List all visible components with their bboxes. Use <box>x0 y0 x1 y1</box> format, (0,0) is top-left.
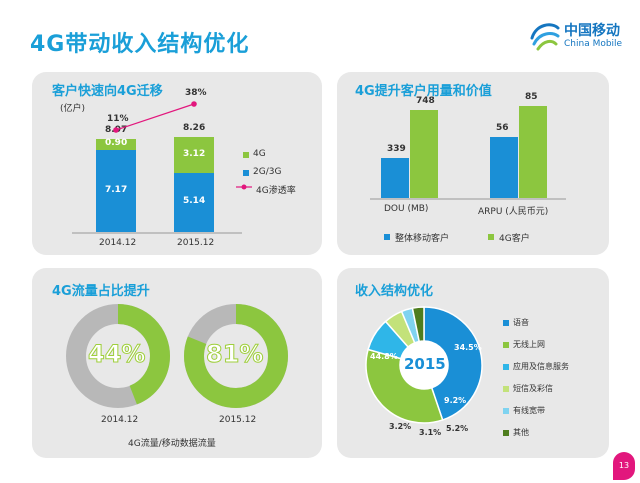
value-label-2g3g: 7.17 <box>105 184 128 195</box>
legend-label: 有线宽带 <box>513 406 545 415</box>
legend-label-all-users: 整体移动客户 <box>395 234 450 244</box>
donut-gauge <box>66 304 170 408</box>
revenue-donut <box>365 306 483 424</box>
slice-label: 3.2% <box>389 422 412 431</box>
gauge-fill <box>66 304 170 408</box>
legend-label: 应用及信息服务 <box>513 362 569 371</box>
value-label-4g-users: 748 <box>416 96 435 107</box>
gauge-year: 2015.12 <box>219 415 257 425</box>
total-label: 8.26 <box>183 123 206 133</box>
bar-all-users <box>490 137 518 198</box>
value-label-4g: 0.90 <box>105 138 128 149</box>
legend-label-4g: 4G <box>253 149 266 159</box>
legend-swatch-4g-users <box>488 234 494 240</box>
penetration-point <box>191 101 197 107</box>
legend-swatch <box>503 430 509 436</box>
category-label: ARPU (人民币元) <box>478 207 549 217</box>
gauge-fill <box>184 304 288 408</box>
china-mobile-logo-icon <box>530 23 560 51</box>
panel-revenue-structure-title: 收入结构优化 <box>355 284 434 299</box>
donut-gauge <box>184 304 288 408</box>
legend-label-4g-users: 4G客户 <box>499 234 530 244</box>
category-label: 2014.12 <box>99 238 137 248</box>
slice-label: 34.5% <box>454 343 482 352</box>
x-axis <box>370 198 566 200</box>
legend-label: 语音 <box>513 318 529 327</box>
value-label-2g3g: 5.14 <box>183 196 206 207</box>
bar-all-users <box>381 158 409 198</box>
legend-swatch <box>503 364 509 370</box>
legend-swatch <box>503 320 509 326</box>
value-label-4g: 3.12 <box>183 148 206 159</box>
legend-swatch <box>503 408 509 414</box>
x-axis <box>72 232 242 234</box>
gauge-percent: 44% <box>87 340 146 369</box>
bar-2g3g <box>96 149 136 232</box>
donut-center-label: 2015 <box>404 355 446 373</box>
value-label-4g-users: 85 <box>525 91 538 102</box>
bar-4g-users <box>410 110 438 198</box>
donut-center <box>400 341 448 389</box>
legend-line-icon <box>236 184 252 190</box>
penetration-label: 11% <box>107 114 129 124</box>
legend-swatch-4g <box>243 152 249 158</box>
gauge-year: 2014.12 <box>101 415 139 425</box>
logo-name-en: China Mobile <box>564 39 623 49</box>
value-label-all-users: 339 <box>387 144 406 155</box>
category-label: DOU (MB) <box>384 204 429 214</box>
legend-label-2g3g: 2G/3G <box>253 167 282 177</box>
bar-4g <box>96 139 136 150</box>
slice-label: 9.2% <box>444 396 467 405</box>
unit-label: (亿户) <box>60 104 86 114</box>
legend-swatch <box>503 342 509 348</box>
penetration-line <box>115 103 195 131</box>
legend-swatch-2g3g <box>243 170 249 176</box>
category-label: 2015.12 <box>177 238 215 248</box>
traffic-caption: 4G流量/移动数据流量 <box>128 439 216 449</box>
page-number-badge: 13 <box>613 452 635 480</box>
legend-label: 短信及彩信 <box>513 384 553 393</box>
logo-name-cn: 中国移动 <box>564 23 620 39</box>
gauge-percent: 81% <box>205 340 264 369</box>
panel-usage-value <box>337 72 609 255</box>
legend-label: 无线上网 <box>513 340 545 349</box>
china-mobile-logo: 中国移动 China Mobile <box>528 18 628 58</box>
penetration-point <box>113 127 119 133</box>
penetration-line-chart <box>113 101 197 133</box>
slice-label: 5.2% <box>446 424 469 433</box>
panel-user-migration-title: 客户快速向4G迁移 <box>52 84 163 99</box>
legend-swatch-all-users <box>384 234 390 240</box>
panel-usage-value-title: 4G提升客户用量和价值 <box>355 84 492 99</box>
legend-label-penetration: 4G渗透率 <box>256 186 296 196</box>
slice-label: 44.8% <box>370 352 398 361</box>
page-title: 4G带动收入结构优化 <box>30 32 250 57</box>
bar-4g-users <box>519 105 547 198</box>
bar-4g <box>174 137 214 173</box>
penetration-label: 38% <box>185 88 207 98</box>
legend-swatch <box>503 386 509 392</box>
legend-label: 其他 <box>513 428 529 437</box>
slice-label: 3.1% <box>419 428 442 437</box>
value-label-all-users: 56 <box>496 123 509 134</box>
bar-2g3g <box>174 172 214 232</box>
panel-traffic-share-title: 4G流量占比提升 <box>52 284 150 299</box>
